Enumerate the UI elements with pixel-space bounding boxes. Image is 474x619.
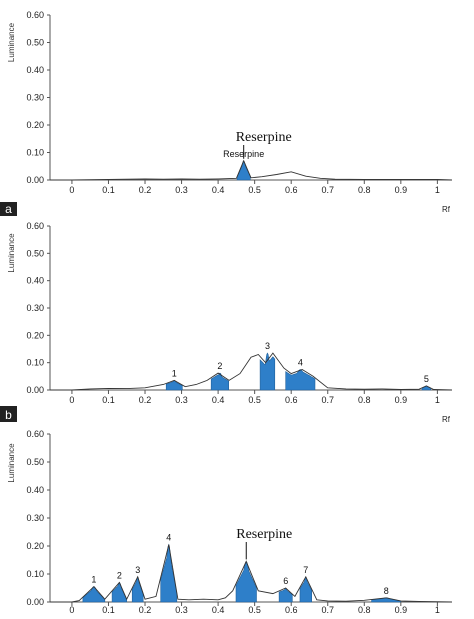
x-tick-label: 0.7	[321, 395, 334, 405]
peak-label-1: 1	[172, 368, 177, 378]
x-tick-label: 0.5	[248, 605, 261, 615]
x-tick-label: 0.1	[102, 395, 115, 405]
x-tick-label: 0.1	[102, 605, 115, 615]
x-tick-label: 0.7	[321, 605, 334, 615]
x-tick-label: 0.1	[102, 185, 115, 195]
x-tick-label: 0.3	[175, 605, 188, 615]
x-tick-label: 0.9	[395, 185, 408, 195]
peak-label-5: 5	[424, 374, 429, 384]
peak-label-8: 8	[384, 586, 389, 596]
peak-label-2: 2	[217, 361, 222, 371]
peak-area-reserpine	[235, 560, 257, 603]
x-tick-label: 0.4	[212, 185, 225, 195]
x-tick-label: 0	[69, 185, 74, 195]
densitogram-trace-2	[50, 544, 453, 603]
peak-area-3	[259, 352, 276, 391]
y-tick-label: 0.00	[26, 385, 44, 395]
peak-area-7	[299, 576, 313, 603]
x-tick-label: 0.8	[358, 185, 371, 195]
y-tick-label: 0.30	[26, 303, 44, 313]
x-tick-label: 0.5	[248, 395, 261, 405]
peak-area-5	[421, 385, 432, 391]
x-axis-label: Rf	[442, 415, 451, 424]
y-tick-label: 0.50	[26, 457, 44, 467]
annotation-reserpine: Reserpine	[236, 527, 292, 542]
peak-label-1: 1	[91, 575, 96, 585]
y-tick-label: 0.60	[26, 10, 44, 20]
y-tick-label: 0.40	[26, 485, 44, 495]
x-tick-label: 0.4	[212, 605, 225, 615]
panel-tag-box	[0, 202, 17, 216]
y-tick-label: 0.60	[26, 429, 44, 439]
x-tick-label: 0.2	[139, 395, 152, 405]
panel-tag-box	[0, 406, 17, 422]
annotation-reserpine: Reserpine	[236, 130, 292, 145]
x-tick-label: 0.5	[248, 185, 261, 195]
x-tick-label: 0.8	[358, 395, 371, 405]
x-axis-label: Rf	[442, 205, 451, 214]
x-tick-label: 0.9	[395, 395, 408, 405]
x-tick-label: 0.2	[139, 605, 152, 615]
x-tick-label: 1	[435, 395, 440, 405]
y-tick-label: 0.40	[26, 276, 44, 286]
peak-area-1	[165, 380, 183, 391]
x-tick-label: 0.9	[395, 605, 408, 615]
x-tick-label: 0.2	[139, 185, 152, 195]
peak-area-2	[111, 581, 128, 603]
x-tick-label: 0.7	[321, 185, 334, 195]
peak-label-3: 3	[135, 565, 140, 575]
peak-label-3: 3	[265, 341, 270, 351]
x-tick-label: 0.4	[212, 395, 225, 405]
y-tick-label: 0.50	[26, 248, 44, 258]
x-tick-label: 0.6	[285, 185, 298, 195]
x-tick-label: 1	[435, 605, 440, 615]
y-axis-label: Luminance	[7, 233, 16, 273]
y-tick-label: 0.40	[26, 65, 44, 75]
x-tick-label: 0.6	[285, 395, 298, 405]
y-tick-label: 0.60	[26, 221, 44, 231]
peak-label-4: 4	[298, 358, 303, 368]
y-tick-label: 0.00	[26, 597, 44, 607]
panel-tag-label: b	[5, 408, 12, 422]
peak-label-6: 6	[283, 576, 288, 586]
y-tick-label: 0.10	[26, 358, 44, 368]
y-tick-label: 0.20	[26, 330, 44, 340]
peak-label-4: 4	[166, 533, 171, 543]
densitogram-trace-0	[50, 159, 453, 181]
x-tick-label: 0.3	[175, 185, 188, 195]
peak-area-4	[160, 543, 178, 603]
y-tick-label: 0.50	[26, 38, 44, 48]
y-tick-label: 0.30	[26, 513, 44, 523]
peak-area-2	[210, 372, 230, 391]
y-tick-label: 0.10	[26, 569, 44, 579]
peak-label-7: 7	[303, 565, 308, 575]
panel-tag-label: a	[5, 202, 12, 216]
y-axis-label: Luminance	[7, 22, 16, 62]
x-tick-label: 0.8	[358, 605, 371, 615]
x-tick-label: 0	[69, 605, 74, 615]
y-tick-label: 0.10	[26, 148, 44, 158]
x-tick-label: 1	[435, 185, 440, 195]
densitogram-trace-1	[50, 352, 453, 391]
x-tick-label: 0	[69, 395, 74, 405]
y-axis-label: Luminance	[7, 443, 16, 483]
y-tick-label: 0.30	[26, 93, 44, 103]
x-tick-label: 0.6	[285, 605, 298, 615]
y-tick-label: 0.20	[26, 120, 44, 130]
y-tick-label: 0.20	[26, 541, 44, 551]
y-tick-label: 0.00	[26, 175, 44, 185]
peak-area-Reserpine	[236, 160, 251, 181]
peak-label-2: 2	[117, 570, 122, 580]
x-tick-label: 0.3	[175, 395, 188, 405]
